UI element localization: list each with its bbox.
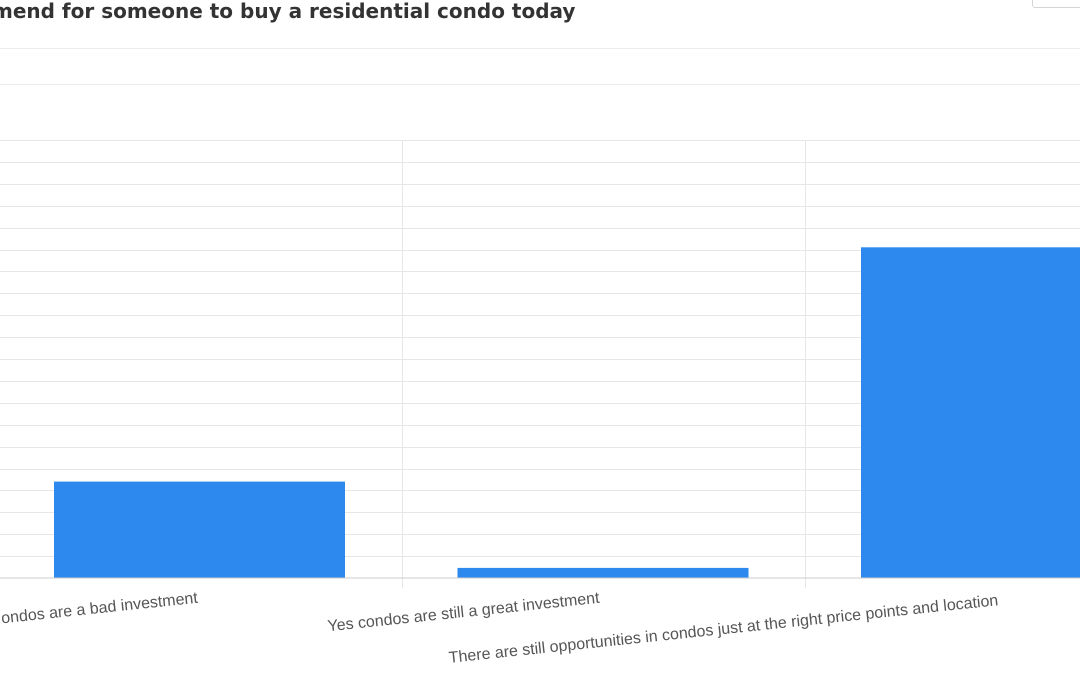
bar[interactable]	[457, 567, 749, 578]
bar[interactable]	[861, 247, 1080, 579]
chart-title: mend for someone to buy a residential co…	[0, 0, 576, 23]
chart-menu-button[interactable]	[1032, 0, 1080, 8]
bars	[54, 247, 1080, 579]
bar[interactable]	[54, 481, 345, 578]
x-tick-label: Yes condos are still a great investment	[327, 590, 601, 636]
x-tick-label: ondos are a bad investment	[0, 590, 199, 628]
x-tick-labels: ondos are a bad investment Yes condos are…	[0, 590, 999, 667]
